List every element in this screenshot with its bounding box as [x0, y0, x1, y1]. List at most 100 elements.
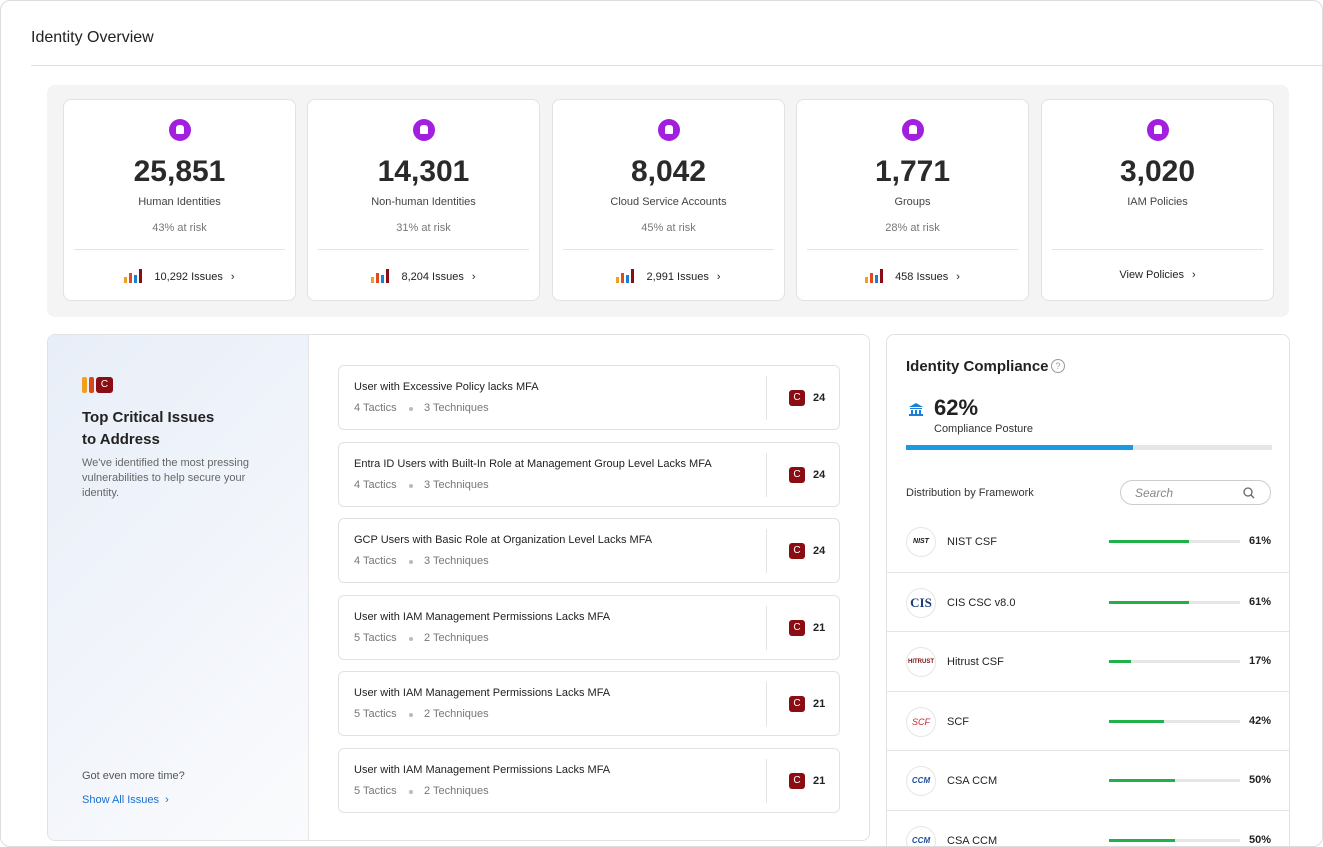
framework-bar [1109, 660, 1132, 663]
framework-name: CIS CSC v8.0 [947, 596, 1016, 609]
framework-logo: HITRUST [906, 647, 936, 677]
bank-icon [909, 403, 923, 416]
framework-name: CSA CCM [947, 834, 998, 847]
stat-icon [658, 119, 680, 141]
stat-link[interactable]: 8,204 Issues › [308, 269, 539, 283]
issue-card[interactable]: User with IAM Management Permissions Lac… [338, 747, 840, 813]
badge-stripe [82, 377, 87, 393]
divider [31, 65, 1322, 66]
chevron: › [471, 271, 476, 283]
stat-risk: 28% at risk [885, 222, 940, 234]
card-separator [766, 452, 767, 497]
show-all-link[interactable]: Show All Issues › [82, 794, 169, 806]
icon-bar [865, 277, 869, 283]
chevron: › [230, 271, 235, 283]
help-icon[interactable]: ? [1051, 359, 1065, 373]
issues-panel: C Top Critical Issues to Address We've i… [47, 334, 870, 841]
icon-glyph [176, 125, 184, 134]
framework-percent: 50% [1248, 774, 1271, 786]
stat-card: 3,020 IAM Policies View Policies › [1041, 99, 1274, 301]
stat-icon [1147, 119, 1169, 141]
posture-value: 62% [934, 395, 979, 420]
stat-link[interactable]: 10,292 Issues › [64, 269, 295, 283]
link-text[interactable]: 458 Issues [895, 271, 949, 283]
card-separator [766, 376, 767, 420]
distribution-label: Distribution by Framework [906, 487, 1034, 499]
issues-intro: C Top Critical Issues to Address We've i… [48, 335, 309, 840]
issues-icon [865, 269, 884, 283]
issue-techniques: 3 Techniques [424, 478, 489, 491]
bullet [409, 636, 413, 641]
framework-row[interactable]: HITRUST Hitrust CSF 17% [887, 631, 1289, 691]
framework-row[interactable]: NIST NIST CSF 61% [887, 512, 1289, 572]
icon-glyph [1154, 125, 1162, 134]
framework-row[interactable]: SCF SCF 42% [887, 690, 1289, 751]
framework-name: NIST CSF [947, 536, 997, 548]
stat-icon [169, 119, 191, 141]
intro-title: Top Critical Issues [82, 409, 215, 426]
link-text[interactable]: 8,204 Issues [401, 271, 464, 283]
issues-icon [371, 269, 390, 283]
link-text[interactable]: View Policies [1119, 269, 1184, 281]
framework-logo: NIST [906, 527, 936, 557]
chevron: › [716, 271, 721, 283]
issue-score: 24 [813, 468, 826, 481]
framework-row[interactable]: CCM CSA CCM 50% [887, 809, 1289, 847]
icon-glyph [909, 125, 917, 134]
link-text[interactable]: 2,991 Issues [646, 271, 709, 283]
framework-row[interactable]: CCM CSA CCM 50% [887, 750, 1289, 810]
stat-card: 14,301 Non-human Identities 31% at risk 8,2… [307, 99, 540, 301]
critical-badge: C [789, 619, 805, 636]
issue-card[interactable]: Entra ID Users with Built-In Role at Man… [338, 441, 840, 507]
icon-bar [376, 273, 380, 283]
stat-card: 8,042 Cloud Service Accounts 45% at risk 2,… [552, 99, 785, 301]
framework-percent: 61% [1248, 595, 1271, 608]
stats-panel: 25,851 Human Identities 43% at risk 10,292 … [47, 85, 1289, 317]
stat-label: Cloud Service Accounts [610, 196, 727, 208]
issue-card[interactable]: GCP Users with Basic Role at Organizatio… [338, 518, 840, 583]
card-divider [1052, 249, 1263, 250]
issue-card[interactable]: User with IAM Management Permissions Lac… [338, 594, 840, 660]
framework-name: Hitrust CSF [947, 656, 1004, 668]
posture-caption: Compliance Posture [934, 423, 1034, 435]
framework-percent: 50% [1248, 833, 1271, 846]
issue-tactics: 4 Tactics [354, 402, 397, 414]
issue-techniques: 2 Techniques [424, 631, 489, 644]
bullet [409, 560, 413, 564]
stat-link[interactable]: 2,991 Issues › [553, 269, 784, 283]
card-divider [318, 249, 529, 250]
icon-bar [880, 269, 884, 283]
stat-value: 1,771 [874, 155, 951, 188]
icon-bar [386, 269, 390, 283]
bullet [409, 407, 413, 411]
icon-bar [371, 277, 375, 283]
issue-score: 24 [813, 392, 826, 404]
framework-row[interactable]: CIS CIS CSC v8.0 61% [887, 571, 1289, 632]
icon-bar [381, 275, 385, 283]
issue-list: User with Excessive Policy lacks MFA 4 Ta… [338, 335, 841, 840]
issue-card[interactable]: User with IAM Management Permissions Lac… [338, 671, 840, 736]
framework-track [1109, 600, 1240, 604]
framework-track [1109, 540, 1240, 543]
issue-techniques: 2 Techniques [424, 784, 489, 797]
stat-value: 25,851 [133, 155, 226, 188]
chevron: › [1191, 269, 1196, 281]
card-divider [563, 249, 774, 250]
stat-link[interactable]: View Policies › [1042, 269, 1273, 281]
issue-title: Entra ID Users with Built-In Role at Man… [354, 457, 712, 470]
stat-icon [902, 119, 924, 141]
framework-name: CSA CCM [947, 775, 998, 787]
stat-label: Human Identities [138, 196, 221, 208]
issue-title: User with IAM Management Permissions Lac… [354, 610, 611, 623]
link-text[interactable]: 10,292 Issues [154, 271, 223, 283]
search-box[interactable]: Search [1120, 480, 1271, 505]
issue-tactics: 5 Tactics [354, 631, 397, 644]
stat-link[interactable]: 458 Issues › [797, 269, 1028, 283]
framework-bar [1109, 600, 1189, 604]
link-text[interactable]: Show All Issues [82, 794, 160, 806]
framework-track [1109, 779, 1240, 782]
critical-badge: C [789, 466, 805, 483]
icon-bar [124, 277, 128, 283]
issue-card[interactable]: User with Excessive Policy lacks MFA 4 Ta… [338, 365, 840, 430]
bullet [409, 713, 413, 717]
